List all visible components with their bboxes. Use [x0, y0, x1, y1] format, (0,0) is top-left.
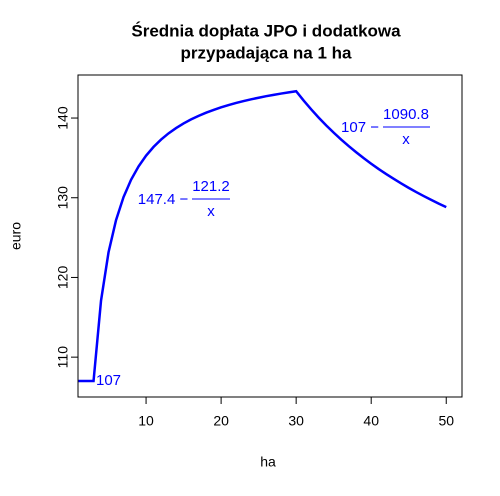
plot-frame: [77, 74, 463, 398]
chart-title: przypadająca na 1 ha: [180, 43, 352, 62]
y-tick-label: 110: [55, 346, 71, 369]
x-tick-label: 50: [438, 413, 454, 429]
x-tick-label: 30: [288, 413, 304, 429]
annotation: x: [207, 203, 215, 220]
x-tick-label: 10: [138, 413, 154, 429]
annotation: 107 −: [341, 119, 379, 136]
x-tick-label: 20: [213, 413, 229, 429]
chart-title: Średnia dopłata JPO i dodatkowa: [131, 21, 401, 40]
y-tick-label: 120: [55, 266, 71, 290]
line: [78, 89, 447, 383]
annotation: 1090.8: [383, 106, 429, 123]
y-tick-label: 130: [55, 186, 71, 210]
annotation: 121.2: [192, 178, 230, 195]
annotation: 147.4 −: [138, 191, 189, 208]
y-tick-label: 140: [55, 106, 71, 130]
y-axis-label: euro: [8, 222, 24, 250]
x-tick-label: 40: [363, 413, 379, 429]
annotation: 107: [96, 372, 121, 389]
annotation: x: [402, 131, 410, 148]
x-axis-label: ha: [260, 454, 276, 470]
